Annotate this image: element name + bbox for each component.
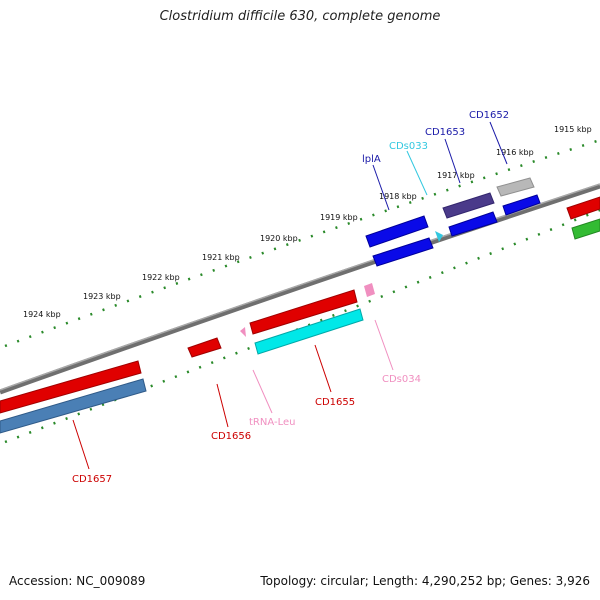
gene-lplA[interactable] bbox=[365, 215, 429, 248]
scale-label: 1923 kbp bbox=[83, 292, 121, 301]
scale-label: 1918 kbp bbox=[379, 192, 417, 201]
gene-cd1655[interactable] bbox=[249, 289, 358, 335]
gene-green[interactable] bbox=[571, 218, 600, 240]
scale-label: 1919 kbp bbox=[320, 213, 358, 222]
gene-blue-lower-1[interactable] bbox=[502, 194, 541, 216]
scale-label: 1916 kbp bbox=[496, 148, 534, 157]
gene-label-cd1655: CD1655 bbox=[315, 397, 355, 408]
gene-right-red[interactable] bbox=[566, 196, 600, 220]
gene-label-cd1652: CD1652 bbox=[469, 110, 509, 121]
leader-cd1656 bbox=[216, 383, 229, 428]
scale-label: 1915 kbp bbox=[554, 125, 592, 134]
map-title: Clostridium difficile 630, complete geno… bbox=[159, 9, 441, 24]
genome-backbone bbox=[0, 183, 600, 395]
accession-text: Accession: NC_009089 bbox=[9, 574, 146, 588]
scale-label: 1924 kbp bbox=[23, 310, 61, 319]
gene-label-cd1657: CD1657 bbox=[72, 474, 112, 485]
gene-blue-lower-2[interactable] bbox=[448, 211, 498, 237]
leader-trna-leu bbox=[252, 369, 273, 414]
gene-label-cd1653: CD1653 bbox=[425, 127, 465, 138]
gene-cd1656[interactable] bbox=[187, 337, 222, 358]
inner-tick-ring bbox=[4, 208, 600, 444]
topology-text: Topology: circular; Length: 4,290,252 bp… bbox=[260, 574, 590, 588]
gene-label-trna-leu: tRNA-Leu bbox=[249, 417, 295, 428]
gene-cds033[interactable] bbox=[435, 231, 443, 242]
leader-cds033 bbox=[406, 150, 428, 196]
gene-blue-lower-3[interactable] bbox=[372, 237, 434, 267]
scale-label: 1917 kbp bbox=[437, 171, 475, 180]
scale-label: 1920 kbp bbox=[260, 234, 298, 243]
gene-label-cd1656: CD1656 bbox=[211, 431, 251, 442]
leader-cd1652 bbox=[489, 121, 508, 165]
leader-lplA bbox=[372, 164, 390, 211]
gene-cyan[interactable] bbox=[254, 308, 364, 355]
gene-label-cds033: CDs033 bbox=[389, 141, 428, 152]
gene-label-lplA: lplA bbox=[362, 154, 381, 165]
leader-cd1653 bbox=[444, 138, 461, 184]
scale-label: 1922 kbp bbox=[142, 273, 180, 282]
leader-cd1655 bbox=[314, 344, 332, 393]
leader-cds034 bbox=[374, 319, 394, 371]
gene-cd1653[interactable] bbox=[442, 192, 495, 219]
gene-label-cds034: CDs034 bbox=[382, 374, 421, 385]
gene-cds034[interactable] bbox=[364, 283, 375, 297]
gene-trna-leu[interactable] bbox=[240, 327, 246, 337]
gene-steel[interactable] bbox=[0, 378, 147, 434]
scale-label: 1921 kbp bbox=[202, 253, 240, 262]
gene-cd1657[interactable] bbox=[0, 360, 142, 414]
leader-cd1657 bbox=[72, 419, 90, 470]
gene-cd1652[interactable] bbox=[496, 177, 535, 197]
